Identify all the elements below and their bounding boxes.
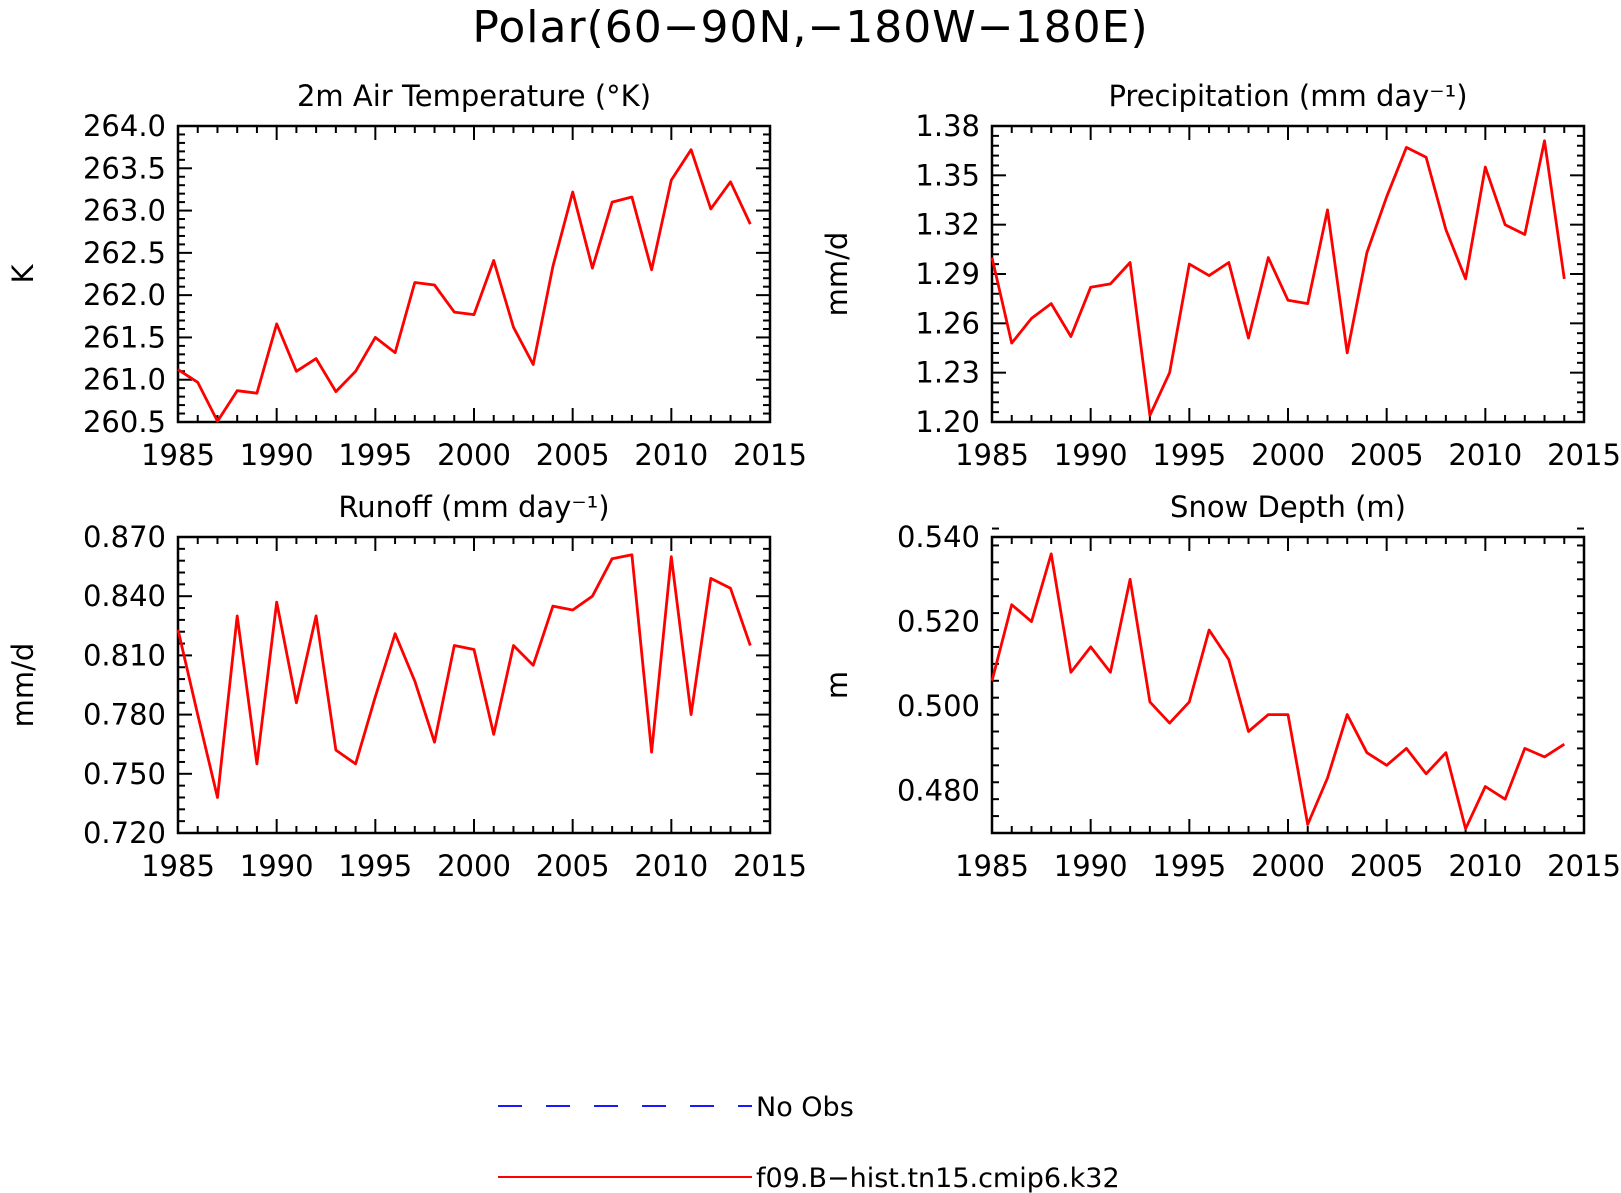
series-line bbox=[177, 148, 752, 423]
x-tick-label: 2015 bbox=[733, 849, 807, 883]
figure-title: Polar(60−90N,−180W−180E) bbox=[472, 2, 1149, 53]
y-tick-label: 0.870 bbox=[83, 520, 166, 554]
x-tick-label: 2005 bbox=[536, 849, 610, 883]
y-tick-label: 264.0 bbox=[83, 109, 166, 143]
y-tick-label: 0.750 bbox=[83, 757, 166, 791]
y-tick-label: 0.520 bbox=[897, 605, 980, 639]
y-tick-label: 1.26 bbox=[915, 306, 980, 340]
legend-label-no-obs: No Obs bbox=[756, 1092, 854, 1123]
y-axis-label: mm/d bbox=[6, 643, 40, 728]
y-tick-label: 261.0 bbox=[83, 363, 166, 397]
panel-title: 2m Air Temperature (°K) bbox=[297, 79, 651, 113]
x-tick-label: 1985 bbox=[955, 849, 1029, 883]
x-tick-label: 2010 bbox=[634, 438, 708, 472]
y-tick-label: 263.0 bbox=[83, 194, 166, 228]
y-tick-label: 0.840 bbox=[83, 579, 166, 613]
y-tick-label: 260.5 bbox=[83, 405, 166, 439]
y-tick-label: 262.5 bbox=[83, 236, 166, 270]
x-tick-label: 1990 bbox=[1054, 849, 1128, 883]
y-tick-label: 263.5 bbox=[83, 151, 166, 185]
y-tick-label: 1.23 bbox=[915, 356, 980, 390]
y-tick-label: 1.20 bbox=[915, 405, 980, 439]
x-tick-label: 2000 bbox=[1251, 849, 1325, 883]
x-tick-label: 2010 bbox=[1448, 849, 1522, 883]
x-tick-label: 1990 bbox=[1054, 438, 1128, 472]
y-tick-label: 1.38 bbox=[915, 109, 980, 143]
series-line bbox=[990, 139, 1566, 417]
y-axis-label: mm/d bbox=[820, 232, 854, 317]
y-tick-label: 262.0 bbox=[83, 278, 166, 312]
y-tick-label: 0.720 bbox=[83, 816, 166, 850]
series-line bbox=[176, 553, 752, 799]
x-tick-label: 1995 bbox=[1152, 849, 1226, 883]
y-axis-label: K bbox=[6, 264, 40, 284]
x-tick-label: 2010 bbox=[634, 849, 708, 883]
y-tick-label: 1.32 bbox=[915, 208, 980, 242]
series-line bbox=[990, 552, 1566, 831]
x-tick-label: 2015 bbox=[1547, 438, 1621, 472]
x-tick-label: 1985 bbox=[955, 438, 1029, 472]
x-tick-label: 1990 bbox=[240, 438, 314, 472]
y-tick-label: 0.500 bbox=[897, 689, 980, 723]
y-tick-label: 0.540 bbox=[897, 520, 980, 554]
y-tick-label: 261.5 bbox=[83, 320, 166, 354]
x-tick-label: 1990 bbox=[240, 849, 314, 883]
panel-title: Snow Depth (m) bbox=[1170, 490, 1406, 524]
x-tick-label: 2010 bbox=[1448, 438, 1522, 472]
x-tick-label: 2000 bbox=[437, 849, 511, 883]
panel-title: Runoff (mm day⁻¹) bbox=[338, 490, 609, 524]
x-tick-label: 1995 bbox=[338, 849, 412, 883]
panel-title: Precipitation (mm day⁻¹) bbox=[1108, 79, 1467, 113]
y-axis-label: m bbox=[820, 671, 854, 699]
y-tick-label: 1.35 bbox=[915, 158, 980, 192]
x-tick-label: 2015 bbox=[1547, 849, 1621, 883]
x-tick-label: 1985 bbox=[141, 438, 215, 472]
y-tick-label: 0.810 bbox=[83, 638, 166, 672]
x-tick-label: 1995 bbox=[338, 438, 412, 472]
x-tick-label: 2005 bbox=[536, 438, 610, 472]
x-tick-label: 1985 bbox=[141, 849, 215, 883]
legend-label-model: f09.B−hist.tn15.cmip6.k32 bbox=[756, 1163, 1120, 1193]
x-tick-label: 2000 bbox=[1251, 438, 1325, 472]
x-tick-label: 2000 bbox=[437, 438, 511, 472]
x-tick-label: 2015 bbox=[733, 438, 807, 472]
x-tick-label: 2005 bbox=[1350, 849, 1424, 883]
x-tick-label: 2005 bbox=[1350, 438, 1424, 472]
y-tick-label: 0.780 bbox=[83, 698, 166, 732]
x-tick-label: 1995 bbox=[1152, 438, 1226, 472]
y-tick-label: 0.480 bbox=[897, 774, 980, 808]
y-tick-label: 1.29 bbox=[915, 257, 980, 291]
